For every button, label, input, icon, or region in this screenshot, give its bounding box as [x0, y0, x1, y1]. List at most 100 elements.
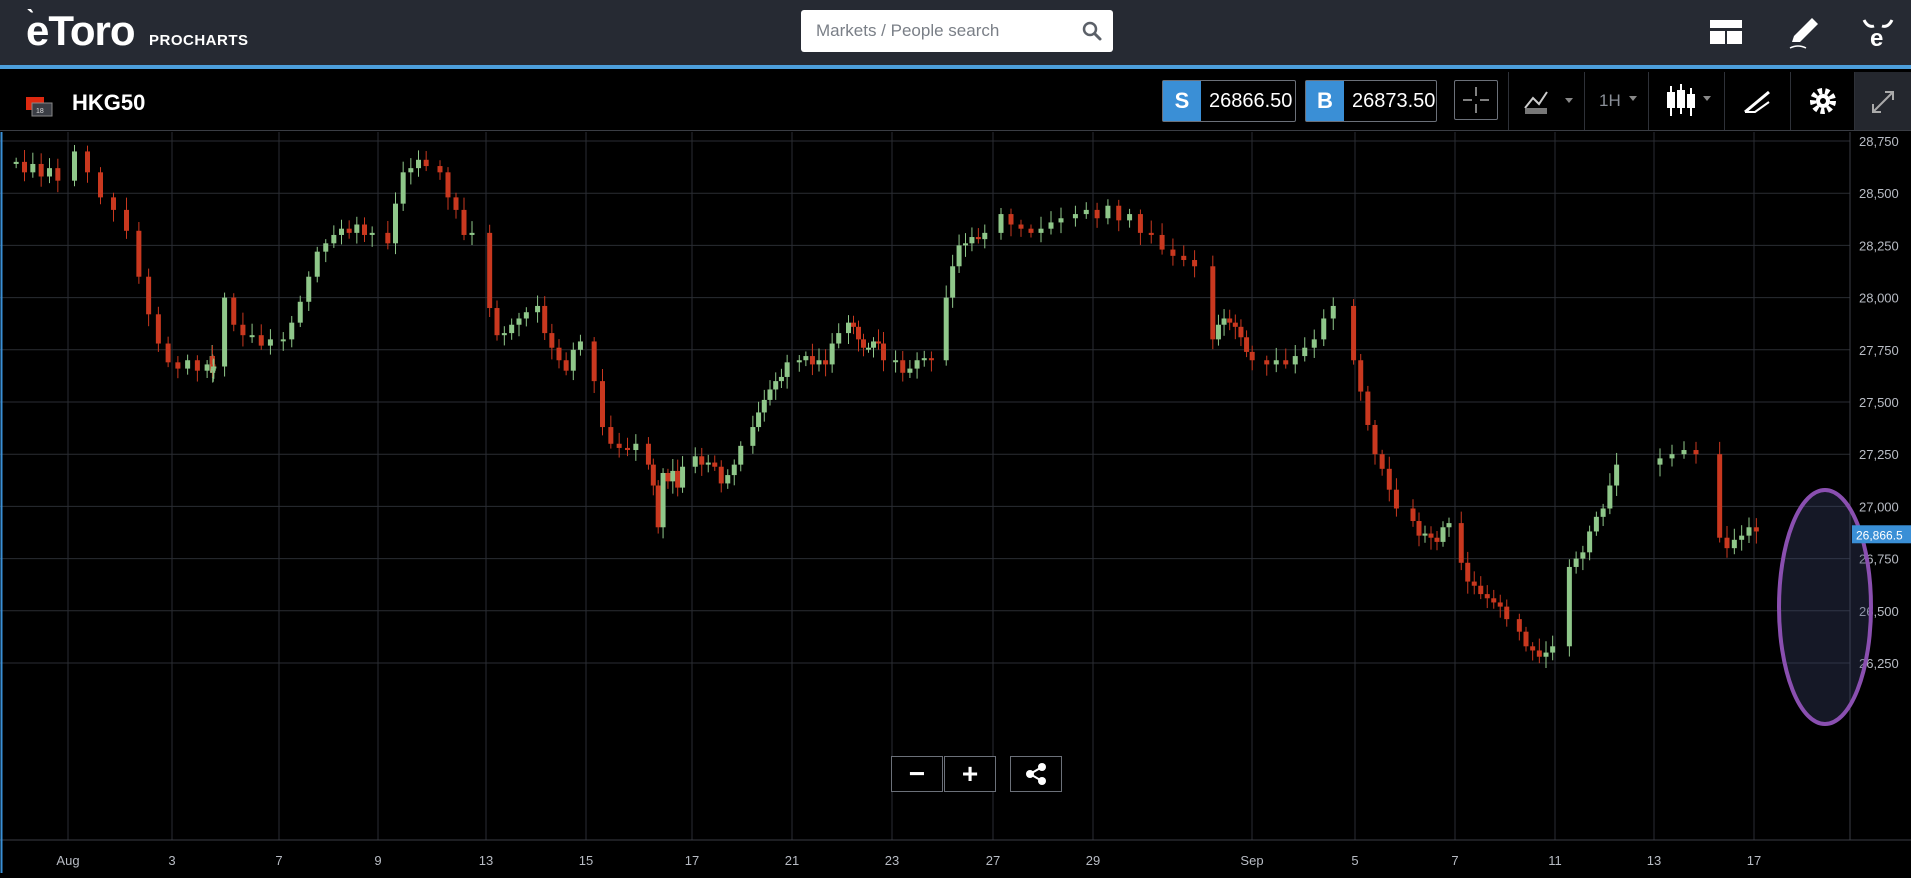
- candle-body: [1458, 523, 1464, 563]
- candle-body: [900, 360, 906, 373]
- zoom-in-button[interactable]: +: [944, 756, 996, 792]
- candle-body: [1416, 521, 1422, 536]
- candle-body: [1753, 527, 1759, 532]
- candle-body: [516, 318, 522, 325]
- candle-body: [665, 472, 671, 482]
- candle-body: [1393, 489, 1399, 509]
- x-tick-label: Aug: [56, 853, 79, 868]
- candle-body: [297, 301, 303, 323]
- candle-body: [453, 197, 459, 210]
- candle-body: [608, 427, 614, 444]
- candle-body: [111, 197, 116, 210]
- chart-type-dropdown[interactable]: [1648, 72, 1724, 130]
- search-icon[interactable]: [1081, 20, 1103, 42]
- candle-body: [1018, 224, 1024, 229]
- candle-body: [222, 297, 228, 367]
- candle-body: [240, 324, 246, 336]
- etoro-bull-icon[interactable]: e: [1858, 12, 1898, 52]
- timeframe-dropdown[interactable]: 1H: [1584, 72, 1648, 130]
- candle-body: [1137, 214, 1143, 233]
- x-tick-label: 29: [1086, 853, 1100, 868]
- candle-body: [1717, 454, 1723, 538]
- candle-body: [692, 456, 698, 467]
- candle-body: [1573, 558, 1579, 567]
- highlight-circle: [1777, 488, 1873, 726]
- candle-body: [1465, 562, 1471, 582]
- candle-body: [280, 339, 286, 342]
- candle-body: [963, 243, 968, 246]
- candle-body: [750, 427, 756, 446]
- candle-body: [1283, 360, 1289, 365]
- settings-icon: [1810, 88, 1836, 114]
- layout-icon[interactable]: [1706, 12, 1746, 52]
- sell-tag: S: [1163, 81, 1201, 121]
- candle-body: [437, 166, 443, 173]
- candle-body: [1238, 326, 1244, 338]
- drawing-tools-button[interactable]: [1724, 72, 1790, 130]
- crosshair-button[interactable]: [1454, 80, 1498, 120]
- y-tick-label: 28,250: [1859, 238, 1899, 253]
- candle-body: [385, 232, 391, 244]
- candle-body: [809, 356, 815, 365]
- candle-body: [549, 333, 555, 348]
- share-button[interactable]: [1010, 756, 1062, 792]
- fullscreen-icon: [1872, 91, 1894, 113]
- pencil-icon[interactable]: [1784, 12, 1824, 52]
- etoro-logo[interactable]: ˋ eToro eToro: [26, 4, 136, 56]
- candle-body: [1028, 228, 1034, 233]
- logo-swoosh-icon: ˋ: [26, 4, 35, 34]
- price-chart[interactable]: 28,750 28,500 28,250 28,000 27,750 27,500 27,2…: [0, 132, 1911, 873]
- candle-body: [846, 322, 851, 334]
- candle-body: [461, 209, 467, 235]
- zoom-out-button[interactable]: −: [891, 756, 943, 792]
- candle-body: [1523, 631, 1529, 647]
- hong-kong-flag-icon: 18: [26, 97, 53, 117]
- candle-body: [1365, 391, 1371, 425]
- current-price-label: 26,866.5: [1856, 528, 1903, 542]
- candle-body: [856, 326, 861, 340]
- candle-body: [249, 335, 255, 338]
- candle-body: [1422, 533, 1428, 536]
- candle-body: [346, 228, 352, 233]
- fullscreen-button[interactable]: [1854, 72, 1911, 130]
- candle-body: [1321, 318, 1327, 340]
- candle-body: [1181, 255, 1187, 261]
- candle-body: [1428, 533, 1434, 538]
- candle-body: [1048, 222, 1054, 229]
- candle-body: [1550, 646, 1556, 653]
- candle-body: [803, 356, 809, 361]
- indicators-button[interactable]: [1508, 72, 1584, 130]
- candle-body: [1351, 305, 1357, 361]
- candle-body: [1232, 322, 1238, 327]
- candle-body: [650, 464, 656, 486]
- timeframe-label: 1H: [1599, 91, 1621, 110]
- candle-body: [487, 232, 493, 309]
- search-input[interactable]: Markets / People search: [816, 21, 1000, 40]
- candle-body: [1410, 508, 1416, 522]
- y-tick-label: 26,250: [1859, 656, 1899, 671]
- search-box[interactable]: Markets / People search: [801, 10, 1113, 52]
- candle-body: [1227, 318, 1233, 323]
- candlestick-chart[interactable]: 28,750 28,500 28,250 28,000 27,750 27,500 27,2…: [0, 132, 1911, 873]
- candle-body: [1484, 594, 1490, 599]
- x-tick-label: 9: [374, 853, 381, 868]
- candle-body: [836, 333, 842, 344]
- candle-body: [1440, 527, 1446, 542]
- candle-body: [1311, 339, 1317, 348]
- candle-body: [146, 276, 152, 315]
- candle-body: [1614, 464, 1620, 486]
- candle-body: [314, 251, 320, 277]
- y-tick-label: 28,500: [1859, 186, 1899, 201]
- candle-body: [1600, 508, 1606, 517]
- candle-body: [523, 312, 529, 319]
- candle-body: [1530, 646, 1536, 651]
- candle-body: [204, 364, 210, 371]
- candle-body: [38, 163, 44, 177]
- candle-body: [829, 343, 835, 365]
- buy-button[interactable]: B 26873.50: [1305, 80, 1437, 122]
- x-tick-label: 3: [168, 853, 175, 868]
- candle-body: [1587, 531, 1593, 553]
- sell-button[interactable]: S 26866.50: [1162, 80, 1296, 122]
- candle-body: [185, 360, 191, 369]
- settings-button[interactable]: [1790, 72, 1854, 130]
